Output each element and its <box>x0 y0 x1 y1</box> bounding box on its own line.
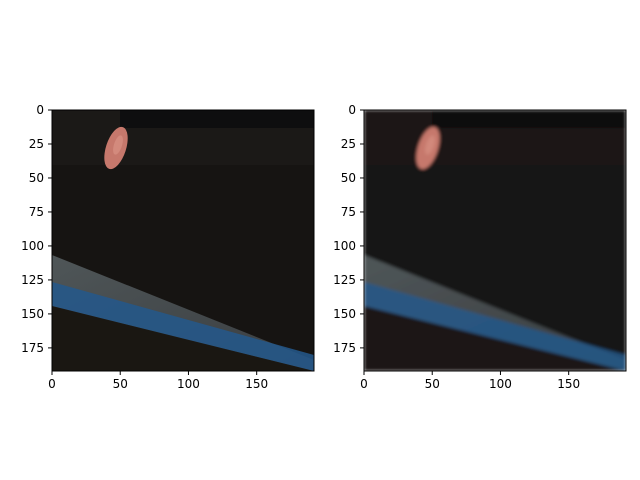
left-y-tick-label: 25 <box>29 137 44 151</box>
left-x-tick-label: 100 <box>177 377 200 391</box>
right-y-tick-label: 125 <box>333 273 356 287</box>
left-y-axis: 0 25 50 75 100 125 150 175 <box>21 103 52 355</box>
lower-dark-region <box>52 306 314 371</box>
upper-black-band-right <box>432 110 626 128</box>
left-image-panel: 0 50 100 150 0 25 50 75 100 125 150 175 <box>21 103 315 391</box>
right-x-tick-label: 100 <box>489 377 512 391</box>
left-y-tick-label: 50 <box>29 171 44 185</box>
finger-highlight-right <box>425 135 435 155</box>
right-x-tick-label: 0 <box>360 377 368 391</box>
left-y-tick-label: 0 <box>36 103 44 117</box>
left-x-tick-label: 0 <box>48 377 56 391</box>
right-y-tick-label: 75 <box>341 205 356 219</box>
right-x-axis: 0 50 100 150 <box>360 371 580 391</box>
right-y-axis: 0 25 50 75 100 125 150 175 <box>333 103 364 355</box>
left-y-tick-label: 100 <box>21 239 44 253</box>
left-y-tick-label: 150 <box>21 307 44 321</box>
right-y-tick-label: 0 <box>348 103 356 117</box>
upper-black-band <box>120 110 314 128</box>
right-y-tick-label: 175 <box>333 341 356 355</box>
right-y-tick-label: 150 <box>333 307 356 321</box>
right-x-tick-label: 50 <box>425 377 440 391</box>
right-axes-frame <box>363 109 627 372</box>
lower-dark-region-right <box>364 306 626 371</box>
left-image-content <box>52 110 314 371</box>
finger-highlight <box>113 135 123 155</box>
left-axes-frame <box>51 109 315 372</box>
right-y-tick-label: 50 <box>341 171 356 185</box>
right-image-content <box>364 110 626 371</box>
left-x-tick-label: 50 <box>113 377 128 391</box>
right-y-tick-label: 25 <box>341 137 356 151</box>
right-y-tick-label: 100 <box>333 239 356 253</box>
left-y-tick-label: 75 <box>29 205 44 219</box>
right-x-tick-label: 150 <box>557 377 580 391</box>
left-y-tick-label: 175 <box>21 341 44 355</box>
left-y-tick-label: 125 <box>21 273 44 287</box>
blue-fabric-band-right <box>364 282 626 371</box>
right-image-panel: 0 50 100 150 0 25 50 75 100 125 150 175 <box>333 103 627 391</box>
left-x-tick-label: 150 <box>245 377 268 391</box>
blue-fabric-band <box>52 282 314 371</box>
left-x-axis: 0 50 100 150 <box>48 371 268 391</box>
